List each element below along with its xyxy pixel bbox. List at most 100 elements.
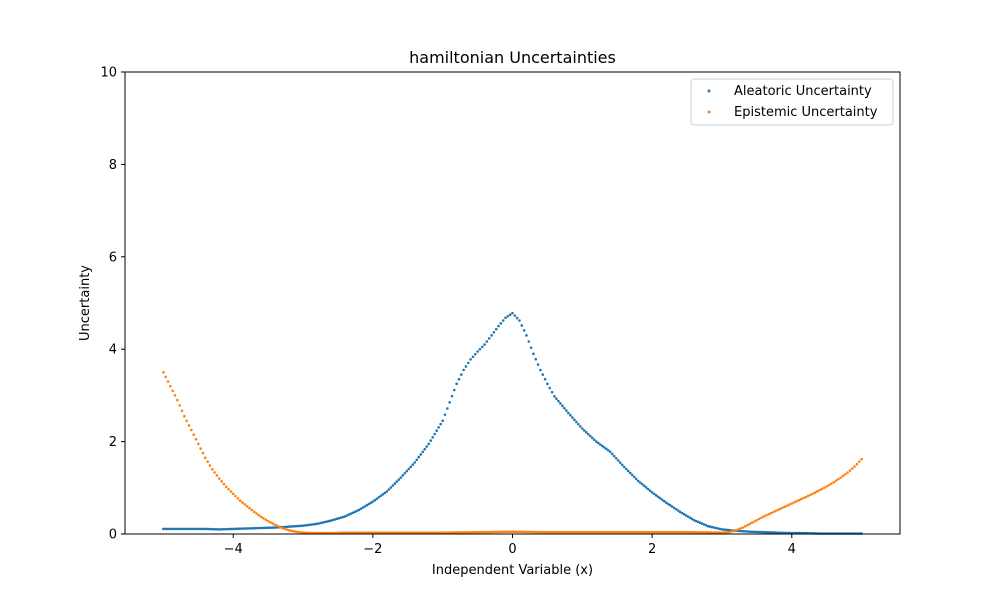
data-point: [217, 477, 221, 480]
data-point: [273, 526, 277, 529]
data-point: [237, 527, 241, 531]
data-point: [781, 506, 784, 510]
data-point: [638, 530, 642, 534]
data-point: [473, 352, 477, 356]
data-point: [523, 530, 527, 534]
data-point: [468, 530, 471, 534]
data-point: [767, 512, 770, 516]
data-point: [511, 311, 514, 315]
data-point: [544, 530, 547, 534]
data-point: [496, 530, 500, 534]
data-point: [487, 337, 491, 340]
data-point: [184, 527, 187, 531]
data-point: [661, 530, 664, 534]
data-point: [323, 520, 327, 524]
data-point: [612, 454, 616, 458]
data-point: [537, 530, 541, 534]
data-point: [273, 523, 277, 527]
data-point: [398, 531, 401, 534]
data-point: [740, 529, 744, 533]
data-point: [642, 530, 646, 534]
data-point: [506, 314, 510, 318]
data-point: [297, 524, 301, 528]
data-point: [860, 457, 863, 461]
data-point: [381, 493, 385, 496]
data-point: [448, 401, 451, 404]
data-point: [739, 527, 742, 530]
data-point: [315, 522, 319, 526]
data-point: [278, 525, 282, 529]
data-point: [391, 484, 395, 487]
data-point: [329, 519, 333, 522]
data-point: [588, 434, 592, 438]
data-point: [527, 530, 531, 534]
data-point: [678, 510, 682, 514]
data-point: [488, 530, 492, 534]
data-point: [233, 527, 237, 531]
data-point: [757, 517, 761, 521]
data-point: [675, 530, 679, 534]
data-point: [750, 530, 754, 534]
data-point: [305, 523, 309, 527]
data-point: [421, 450, 425, 454]
data-point: [417, 455, 421, 459]
data-point: [592, 438, 596, 442]
data-point: [680, 511, 684, 515]
data-point: [424, 531, 428, 534]
data-point: [198, 527, 201, 531]
data-point: [610, 452, 614, 456]
data-point: [768, 531, 772, 534]
data-point: [418, 531, 422, 534]
data-point: [257, 513, 261, 517]
data-point: [642, 484, 646, 488]
data-point: [341, 515, 345, 519]
data-point: [285, 528, 289, 531]
data-point: [408, 531, 412, 534]
data-point: [620, 530, 623, 534]
data-point: [525, 334, 528, 337]
data-point: [692, 518, 696, 522]
data-point: [243, 527, 247, 530]
legend: Aleatoric Uncertainty Epistemic Uncertai…: [690, 78, 894, 126]
data-point: [618, 461, 622, 464]
data-point: [311, 523, 315, 526]
data-point: [736, 528, 740, 531]
data-point: [669, 530, 672, 534]
data-point: [266, 519, 270, 523]
data-point: [818, 488, 822, 492]
data-point: [857, 460, 861, 463]
data-point: [603, 530, 607, 534]
data-point: [708, 531, 711, 534]
data-point: [206, 460, 209, 463]
data-point: [199, 447, 202, 450]
data-point: [742, 529, 746, 533]
data-point: [766, 530, 770, 534]
data-point: [377, 531, 381, 534]
data-point: [410, 531, 414, 534]
data-point: [407, 467, 411, 471]
data-point: [554, 530, 557, 534]
data-point: [806, 494, 810, 498]
data-point: [750, 521, 754, 524]
data-point: [597, 530, 601, 534]
data-point: [698, 531, 701, 534]
data-point: [365, 531, 368, 534]
data-point: [190, 428, 193, 432]
data-point: [457, 377, 461, 381]
data-point: [704, 523, 708, 527]
data-point: [726, 528, 730, 532]
legend-marker-epistemic: [707, 110, 711, 114]
data-point: [743, 525, 747, 528]
data-point: [299, 524, 303, 528]
data-point: [423, 447, 427, 451]
data-point: [227, 527, 231, 531]
data-point: [457, 531, 461, 534]
data-point: [309, 523, 313, 526]
data-point: [347, 531, 351, 534]
data-point: [780, 531, 784, 535]
data-point: [210, 468, 214, 471]
data-point: [746, 523, 749, 527]
data-point: [596, 441, 600, 445]
data-point: [561, 404, 564, 408]
data-point: [760, 516, 763, 519]
